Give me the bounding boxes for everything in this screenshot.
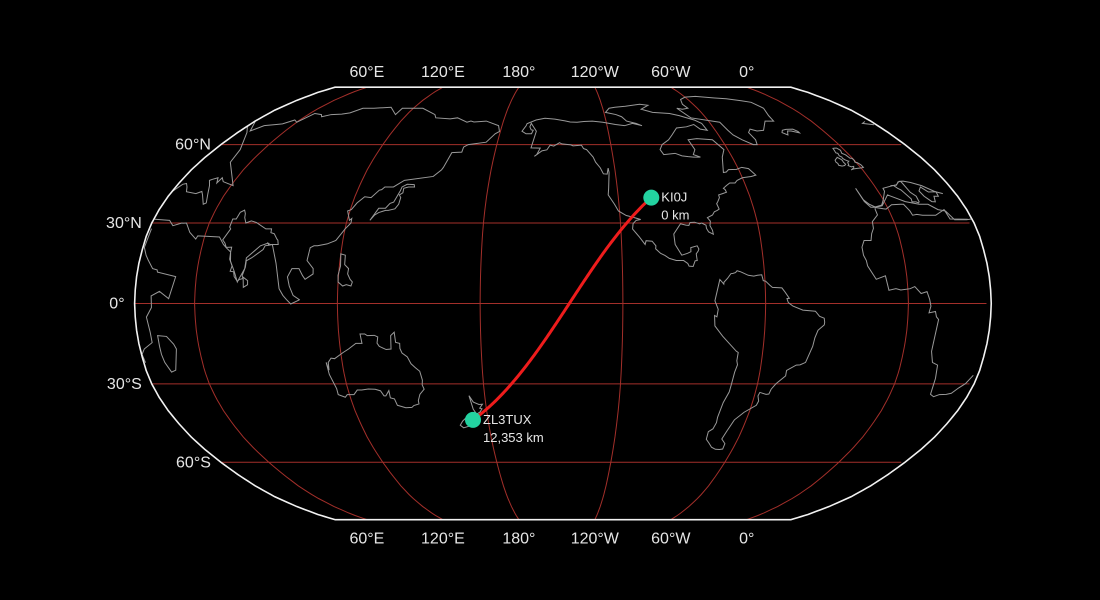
svg-text:60°W: 60°W [651,64,691,81]
svg-text:60°S: 60°S [176,454,211,471]
svg-text:0°: 0° [739,64,754,81]
svg-text:120°W: 120°W [571,64,620,81]
svg-text:120°W: 120°W [571,531,620,548]
svg-text:60°W: 60°W [651,531,691,548]
svg-text:0°: 0° [739,531,754,548]
svg-text:120°E: 120°E [421,64,465,81]
svg-text:0 km: 0 km [661,208,689,223]
svg-text:0°: 0° [109,295,124,312]
svg-text:30°S: 30°S [107,376,142,393]
svg-text:60°N: 60°N [175,137,211,154]
svg-text:60°E: 60°E [349,64,384,81]
svg-text:KI0J: KI0J [661,190,687,205]
svg-text:120°E: 120°E [421,531,465,548]
svg-text:180°: 180° [502,64,535,81]
svg-text:12,353 km: 12,353 km [483,430,544,445]
svg-text:60°E: 60°E [349,531,384,548]
svg-text:ZL3TUX: ZL3TUX [483,412,532,427]
svg-text:180°: 180° [502,531,535,548]
svg-text:30°N: 30°N [106,215,142,232]
